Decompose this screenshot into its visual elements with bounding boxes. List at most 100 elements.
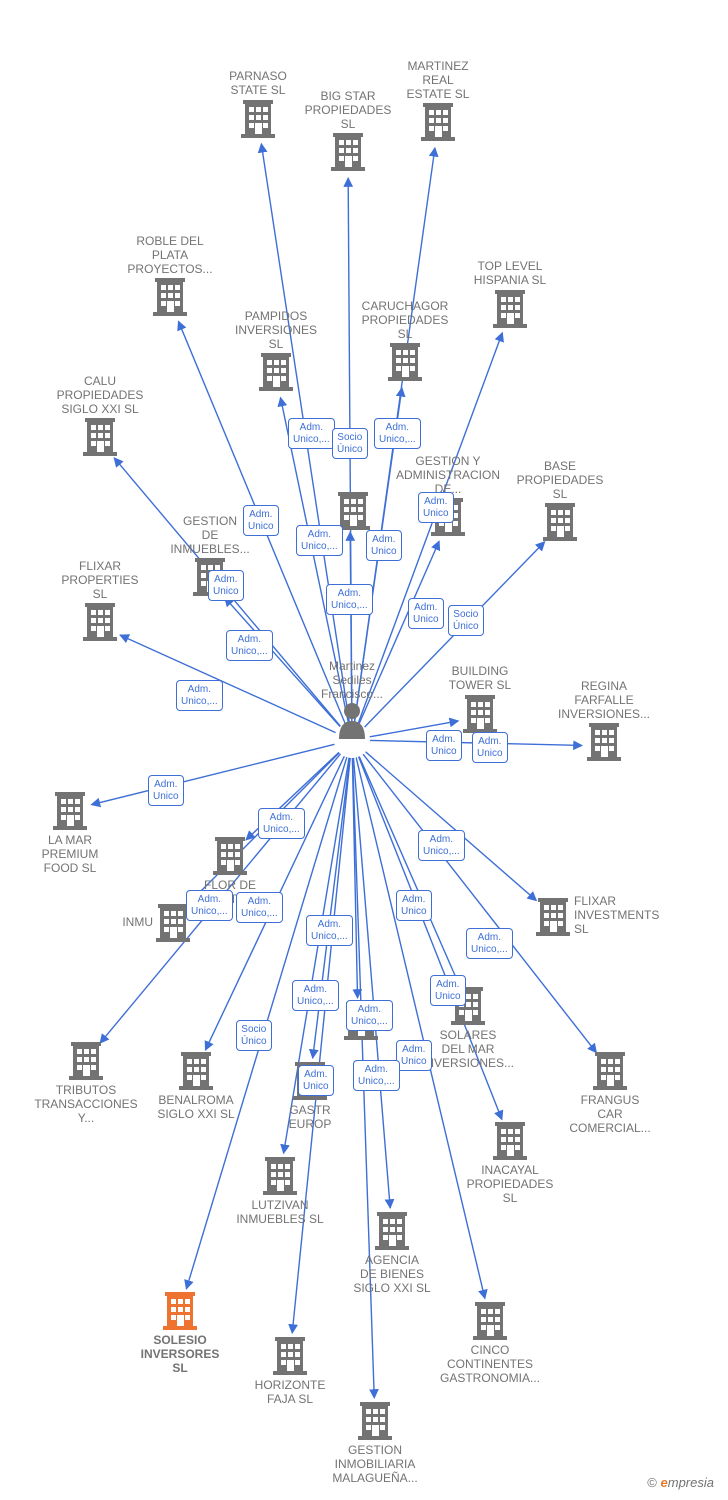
company-label: ROBLE DEL PLATA PROYECTOS... bbox=[105, 235, 235, 276]
edge-label: Adm. Unico,... bbox=[418, 830, 465, 861]
edge-label: Adm. Unico,... bbox=[236, 892, 283, 923]
building-icon bbox=[83, 601, 117, 641]
company-label: TOP LEVEL HISPANIA SL bbox=[445, 260, 575, 288]
building-icon bbox=[156, 902, 190, 942]
company-node[interactable]: TOP LEVEL HISPANIA SL bbox=[445, 260, 575, 332]
edge-label: Adm. Unico bbox=[418, 492, 454, 523]
edge-label: Adm. Unico,... bbox=[306, 915, 353, 946]
company-node[interactable]: GESTION INMOBILIARIA MALAGUEÑA... bbox=[305, 1400, 445, 1485]
building-icon bbox=[263, 1155, 297, 1195]
building-icon bbox=[69, 1040, 103, 1080]
edge-label: Adm. Unico,... bbox=[258, 808, 305, 839]
edge-label: Adm. Unico bbox=[396, 890, 432, 921]
building-icon bbox=[213, 835, 247, 875]
building-icon bbox=[543, 501, 577, 541]
edge-label: Adm. Unico,... bbox=[374, 418, 421, 449]
company-label: PAMPIDOS INVERSIONES SL bbox=[211, 310, 341, 351]
company-label: BUILDING TOWER SL bbox=[420, 665, 540, 693]
company-label: FLIXAR PROPERTIES SL bbox=[40, 560, 160, 601]
building-icon bbox=[593, 1050, 627, 1090]
edge-label: Adm. Unico,... bbox=[186, 890, 233, 921]
edge-label: Adm. Unico,... bbox=[346, 1000, 393, 1031]
company-label: LUTZIVAN INMUEBLES SL bbox=[215, 1199, 345, 1227]
edge-label: Socio Único bbox=[236, 1020, 272, 1051]
building-icon bbox=[358, 1400, 392, 1440]
company-node[interactable]: BENALROMA SIGLO XXI SL bbox=[131, 1050, 261, 1122]
building-icon bbox=[273, 1335, 307, 1375]
edge-label: Adm. Unico,... bbox=[326, 584, 373, 615]
company-label: MARTINEZ REAL ESTATE SL bbox=[373, 60, 503, 101]
company-node[interactable]: AGENCIA DE BIENES SIGLO XXI SL bbox=[327, 1210, 457, 1295]
company-node[interactable]: LA MAR PREMIUM FOOD SL bbox=[10, 790, 130, 875]
company-label: INACAYAL PROPIEDADES SL bbox=[445, 1164, 575, 1205]
company-label: LA MAR PREMIUM FOOD SL bbox=[10, 834, 130, 875]
company-node[interactable]: LUTZIVAN INMUEBLES SL bbox=[215, 1155, 345, 1227]
building-icon bbox=[336, 490, 370, 530]
edge-label: Adm. Unico,... bbox=[176, 680, 223, 711]
company-label: FLIXAR INVESTMENTS SL bbox=[574, 895, 659, 936]
company-label: CINCO CONTINENTES GASTRONOMIA... bbox=[415, 1344, 565, 1385]
company-label: GESTION INMOBILIARIA MALAGUEÑA... bbox=[305, 1444, 445, 1485]
building-icon bbox=[473, 1300, 507, 1340]
building-icon bbox=[421, 101, 455, 141]
edge-label: Adm. Unico bbox=[243, 505, 279, 536]
edge-line bbox=[359, 756, 459, 984]
person-icon bbox=[337, 701, 367, 739]
company-label: BENALROMA SIGLO XXI SL bbox=[131, 1094, 261, 1122]
building-icon bbox=[163, 1290, 197, 1330]
company-node[interactable]: BUILDING TOWER SL bbox=[420, 665, 540, 737]
company-node[interactable]: CALU PROPIEDADES SIGLO XXI SL bbox=[35, 375, 165, 460]
edge-label: Adm. Unico,... bbox=[466, 928, 513, 959]
building-icon bbox=[463, 693, 497, 733]
building-icon bbox=[259, 351, 293, 391]
company-node[interactable]: MARTINEZ REAL ESTATE SL bbox=[373, 60, 503, 145]
center-person[interactable]: Martinez Sediles Francisco... bbox=[297, 660, 407, 741]
edge-label: Adm. Unico bbox=[396, 1040, 432, 1071]
building-icon bbox=[241, 98, 275, 138]
company-node[interactable]: FLIXAR INVESTMENTS SL bbox=[536, 895, 666, 936]
edge-label: Adm. Unico,... bbox=[288, 418, 335, 449]
edge-label: Adm. Unico,... bbox=[292, 980, 339, 1011]
company-node[interactable]: BASE PROPIEDADES SL bbox=[495, 460, 625, 545]
company-node[interactable]: INACAYAL PROPIEDADES SL bbox=[445, 1120, 575, 1205]
edge-label: Adm. Unico bbox=[472, 732, 508, 763]
building-icon bbox=[493, 288, 527, 328]
edge-label: Adm. Unico bbox=[408, 598, 444, 629]
edge-label: Adm. Unico bbox=[148, 775, 184, 806]
building-icon bbox=[53, 790, 87, 830]
company-node[interactable]: ROBLE DEL PLATA PROYECTOS... bbox=[105, 235, 235, 320]
edge-label: Adm. Unico bbox=[430, 975, 466, 1006]
company-node[interactable]: CINCO CONTINENTES GASTRONOMIA... bbox=[415, 1300, 565, 1385]
edge-label: Adm. Unico bbox=[298, 1065, 334, 1096]
center-label: Martinez Sediles Francisco... bbox=[297, 660, 407, 701]
edge-label: Adm. Unico,... bbox=[296, 525, 343, 556]
company-node[interactable]: REGINA FARFALLE INVERSIONES... bbox=[534, 680, 674, 765]
footer-credit: © empresia bbox=[647, 1475, 714, 1490]
company-node[interactable]: PAMPIDOS INVERSIONES SL bbox=[211, 310, 341, 395]
building-icon bbox=[331, 131, 365, 171]
building-icon bbox=[388, 341, 422, 381]
edge-label: Adm. Unico bbox=[426, 730, 462, 761]
building-icon bbox=[375, 1210, 409, 1250]
edge-label: Adm. Unico,... bbox=[353, 1060, 400, 1091]
company-label: GASTR EUROP bbox=[260, 1104, 360, 1132]
company-label: CALU PROPIEDADES SIGLO XXI SL bbox=[35, 375, 165, 416]
building-icon bbox=[83, 416, 117, 456]
building-icon bbox=[587, 721, 621, 761]
edge-label: Adm. Unico bbox=[366, 530, 402, 561]
copyright-symbol: © bbox=[647, 1475, 657, 1490]
building-icon bbox=[179, 1050, 213, 1090]
company-label: AGENCIA DE BIENES SIGLO XXI SL bbox=[327, 1254, 457, 1295]
company-label: BASE PROPIEDADES SL bbox=[495, 460, 625, 501]
building-icon bbox=[153, 276, 187, 316]
edge-label: Socio Único bbox=[448, 605, 484, 636]
company-label: REGINA FARFALLE INVERSIONES... bbox=[534, 680, 674, 721]
brand-name: empresia bbox=[661, 1475, 714, 1490]
building-icon bbox=[536, 896, 570, 936]
company-node[interactable]: FLIXAR PROPERTIES SL bbox=[40, 560, 160, 645]
company-node[interactable]: HORIZONTE FAJA SL bbox=[225, 1335, 355, 1407]
edge-label: Adm. Unico,... bbox=[226, 630, 273, 661]
edge-label: Adm. Unico bbox=[208, 570, 244, 601]
edge-line bbox=[366, 752, 537, 901]
building-icon bbox=[493, 1120, 527, 1160]
